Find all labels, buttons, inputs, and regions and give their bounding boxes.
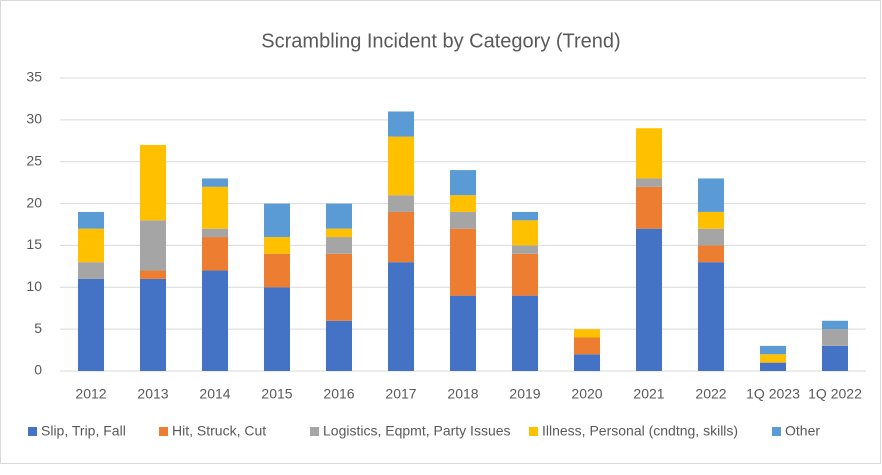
bar-segment [387,262,415,371]
legend-swatch [772,427,781,436]
bar-segment [387,195,415,212]
bar-segment [697,178,725,212]
x-tick-label: 2015 [261,386,292,402]
bar-segment [511,245,539,254]
y-tick-label: 25 [26,152,42,168]
bar-segment [573,337,601,355]
bar-segment [821,320,849,330]
bar-segment [635,178,663,187]
bar-segment [511,220,539,246]
bar-segment [201,270,229,371]
y-tick-label: 30 [26,111,42,127]
bar-segment [325,253,353,321]
bar-segment [77,262,105,279]
x-tick-label: 2012 [75,386,106,402]
bar-segment [449,170,477,196]
bar-segment [635,228,663,371]
bar-segment [387,211,415,263]
x-tick-label: 2020 [571,386,602,402]
bar-segment [201,228,229,238]
legend-swatch [159,427,168,436]
bar-segment [759,345,787,355]
legend-label: Illness, Personal (cndtng, skills) [542,423,738,439]
chart-title: Scrambling Incident by Category (Trend) [261,30,620,52]
x-tick-label: 2013 [137,386,168,402]
bar-segment [325,203,353,229]
y-tick-label: 0 [34,362,42,378]
bar-segment [139,144,167,221]
bar-segment [511,295,539,371]
bar-segment [635,128,663,179]
bar-segment [387,136,415,196]
bar-segment [263,203,291,238]
bar-segment [449,295,477,371]
bar-segment [759,362,787,371]
bar-segment [697,228,725,246]
bar-segment [263,253,291,288]
legend-label: Hit, Struck, Cut [172,423,266,439]
bar-segment [139,278,167,371]
bar-segment [821,345,849,371]
bar-segment [821,329,849,346]
x-tick-label: 2022 [695,386,726,402]
legend-swatch [529,427,538,436]
x-tick-label: 2017 [385,386,416,402]
bar-segment [511,211,539,221]
x-tick-label: 2019 [509,386,540,402]
bar-segment [573,329,601,338]
y-tick-label: 20 [26,194,42,210]
bar-segment [201,237,229,271]
legend-swatch [28,427,37,436]
bar-segment [573,354,601,371]
y-tick-label: 10 [26,278,42,294]
legend-label: Other [785,423,820,439]
legend-label: Logistics, Eqpmt, Party Issues [323,423,511,439]
bar-segment [77,228,105,263]
bar-segment [263,237,291,254]
bar-segment [77,211,105,229]
bar-segment [201,186,229,229]
x-tick-label: 1Q 2022 [808,386,862,402]
bar-segment [263,287,291,371]
x-tick-label: 2021 [633,386,664,402]
x-tick-label: 1Q 2023 [746,386,800,402]
bar-segment [759,354,787,363]
bar-segment [325,228,353,238]
bar-segment [697,245,725,263]
y-tick-label: 35 [26,69,42,85]
bar-segment [325,237,353,254]
x-tick-label: 2016 [323,386,354,402]
x-tick-label: 2018 [447,386,478,402]
bar-segment [387,111,415,137]
y-tick-label: 15 [26,236,42,252]
bar-segment [139,270,167,279]
bar-segment [325,320,353,371]
y-tick-label: 5 [34,320,42,336]
x-tick-label: 2014 [199,386,230,402]
bar-segment [511,253,539,296]
bar-segment [697,211,725,229]
bar-segment [635,186,663,229]
bar-segment [77,278,105,371]
bar-segment [201,178,229,187]
bar-segment [139,220,167,271]
legend-label: Slip, Trip, Fall [41,423,126,439]
bar-segment [449,228,477,296]
bar-segment [449,195,477,212]
bar-segment [449,211,477,229]
bar-segment [697,262,725,371]
legend-swatch [310,427,319,436]
